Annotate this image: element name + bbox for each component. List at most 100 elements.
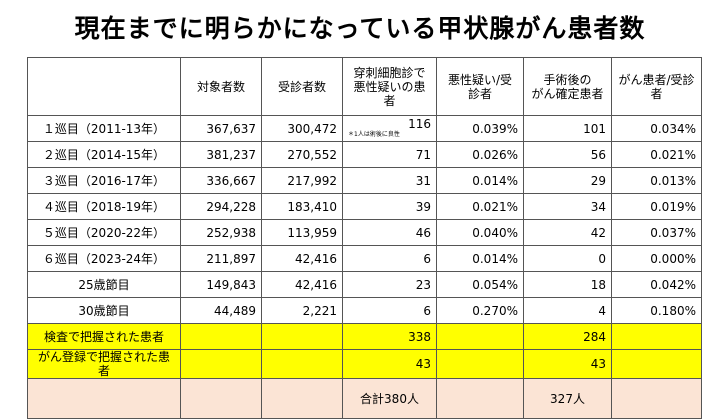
header-subjects: 対象者数 <box>180 57 262 116</box>
examined-cell: 183,410 <box>261 193 343 220</box>
empty-cell <box>27 378 181 419</box>
grand-total-row: 合計380人 327人 <box>27 378 702 419</box>
subjects-cell: 211,897 <box>180 245 262 272</box>
confirmed-rate-cell: 0.037% <box>611 219 702 246</box>
empty-cell <box>611 349 702 379</box>
thyroid-cancer-table: 対象者数 受診者数 穿刺細胞診で 悪性疑いの患者 悪性疑い/受診者 手術後の が… <box>27 57 702 419</box>
empty-cell <box>261 349 343 379</box>
suspected-rate-cell: 0.270% <box>436 297 524 324</box>
confirmed-cell: 0 <box>523 245 612 272</box>
confirmed-cell: 56 <box>523 141 612 168</box>
empty-cell <box>436 378 524 419</box>
confirmed-cell: 34 <box>523 193 612 220</box>
confirmed-rate-cell: 0.021% <box>611 141 702 168</box>
registry-suspected-total: 43 <box>342 349 437 379</box>
subjects-cell: 294,228 <box>180 193 262 220</box>
row-label: ６巡目（2023-24年） <box>27 245 181 272</box>
suspected-rate-cell: 0.054% <box>436 271 524 298</box>
empty-cell <box>261 323 343 350</box>
subjects-cell: 367,637 <box>180 115 262 142</box>
suspected-cell: 71 <box>342 141 437 168</box>
row-label: 30歳節目 <box>27 297 181 324</box>
table-row: ３巡目（2016-17年） 336,667 217,992 31 0.014% … <box>27 167 702 194</box>
subjects-cell: 149,843 <box>180 271 262 298</box>
examined-cell: 217,992 <box>261 167 343 194</box>
examined-cell: 42,416 <box>261 245 343 272</box>
empty-cell <box>436 349 524 379</box>
subjects-cell: 381,237 <box>180 141 262 168</box>
confirmed-cell: 18 <box>523 271 612 298</box>
empty-cell <box>611 378 702 419</box>
grand-total-suspected: 合計380人 <box>342 378 437 419</box>
examined-cell: 270,552 <box>261 141 343 168</box>
table-row: 30歳節目 44,489 2,221 6 0.270% 4 0.180% <box>27 297 702 324</box>
row-label: １巡目（2011-13年） <box>27 115 181 142</box>
table-row: 25歳節目 149,843 42,416 23 0.054% 18 0.042% <box>27 271 702 298</box>
suspected-cell: 39 <box>342 193 437 220</box>
confirmed-cell: 101 <box>523 115 612 142</box>
examined-cell: 113,959 <box>261 219 343 246</box>
suspected-cell: 23 <box>342 271 437 298</box>
header-confirmed: 手術後の がん確定患者 <box>523 57 612 116</box>
confirmed-rate-cell: 0.000% <box>611 245 702 272</box>
slide: 現在までに明らかになっている甲状腺がん患者数 対象者数 受診者数 穿刺細胞診で … <box>27 14 702 419</box>
suspected-rate-cell: 0.040% <box>436 219 524 246</box>
confirmed-cell: 29 <box>523 167 612 194</box>
empty-cell <box>436 323 524 350</box>
suspected-cell: 31 <box>342 167 437 194</box>
suspected-rate-cell: 0.014% <box>436 167 524 194</box>
examined-cell: 42,416 <box>261 271 343 298</box>
empty-cell <box>180 378 262 419</box>
registry-confirmed-total: 43 <box>523 349 612 379</box>
exam-confirmed-total: 284 <box>523 323 612 350</box>
row-label: ３巡目（2016-17年） <box>27 167 181 194</box>
table-row: ４巡目（2018-19年） 294,228 183,410 39 0.021% … <box>27 193 702 220</box>
suspected-rate-cell: 0.039% <box>436 115 524 142</box>
subjects-cell: 252,938 <box>180 219 262 246</box>
table-row: １巡目（2011-13年） 367,637 300,472 116 ＊1人は術後… <box>27 115 702 142</box>
suspected-cell: 116 ＊1人は術後に良性 <box>342 115 437 142</box>
header-suspected: 穿刺細胞診で 悪性疑いの患者 <box>342 57 437 116</box>
registry-patients-label: がん登録で把握された患者 <box>27 349 181 379</box>
header-suspected-rate: 悪性疑い/受診者 <box>436 57 524 116</box>
suspected-cell: 46 <box>342 219 437 246</box>
suspected-rate-cell: 0.026% <box>436 141 524 168</box>
row-label: ２巡目（2014-15年） <box>27 141 181 168</box>
table-row: ２巡目（2014-15年） 381,237 270,552 71 0.026% … <box>27 141 702 168</box>
suspected-rate-cell: 0.014% <box>436 245 524 272</box>
empty-cell <box>180 349 262 379</box>
row-label: ５巡目（2020-22年） <box>27 219 181 246</box>
table-row: ６巡目（2023-24年） 211,897 42,416 6 0.014% 0 … <box>27 245 702 272</box>
header-cell-blank <box>27 57 181 116</box>
empty-cell <box>180 323 262 350</box>
table-row: ５巡目（2020-22年） 252,938 113,959 46 0.040% … <box>27 219 702 246</box>
row-label: ４巡目（2018-19年） <box>27 193 181 220</box>
benign-note: ＊1人は術後に良性 <box>348 131 400 138</box>
confirmed-rate-cell: 0.013% <box>611 167 702 194</box>
confirmed-cell: 42 <box>523 219 612 246</box>
confirmed-rate-cell: 0.042% <box>611 271 702 298</box>
examined-cell: 300,472 <box>261 115 343 142</box>
page-title: 現在までに明らかになっている甲状腺がん患者数 <box>74 14 646 43</box>
header-confirmed-rate: がん患者/受診者 <box>611 57 702 116</box>
confirmed-rate-cell: 0.019% <box>611 193 702 220</box>
exam-patients-row: 検査で把握された患者 338 284 <box>27 323 702 350</box>
subjects-cell: 336,667 <box>180 167 262 194</box>
empty-cell <box>611 323 702 350</box>
exam-patients-label: 検査で把握された患者 <box>27 323 181 350</box>
exam-suspected-total: 338 <box>342 323 437 350</box>
suspected-cell: 6 <box>342 297 437 324</box>
header-examined: 受診者数 <box>261 57 343 116</box>
confirmed-rate-cell: 0.034% <box>611 115 702 142</box>
confirmed-rate-cell: 0.180% <box>611 297 702 324</box>
examined-cell: 2,221 <box>261 297 343 324</box>
suspected-rate-cell: 0.021% <box>436 193 524 220</box>
header-row: 対象者数 受診者数 穿刺細胞診で 悪性疑いの患者 悪性疑い/受診者 手術後の が… <box>27 57 702 116</box>
registry-patients-row: がん登録で把握された患者 43 43 <box>27 349 702 379</box>
subjects-cell: 44,489 <box>180 297 262 324</box>
confirmed-cell: 4 <box>523 297 612 324</box>
suspected-cell: 6 <box>342 245 437 272</box>
row-label: 25歳節目 <box>27 271 181 298</box>
suspected-value: 116 <box>408 117 431 131</box>
grand-total-confirmed: 327人 <box>523 378 612 419</box>
